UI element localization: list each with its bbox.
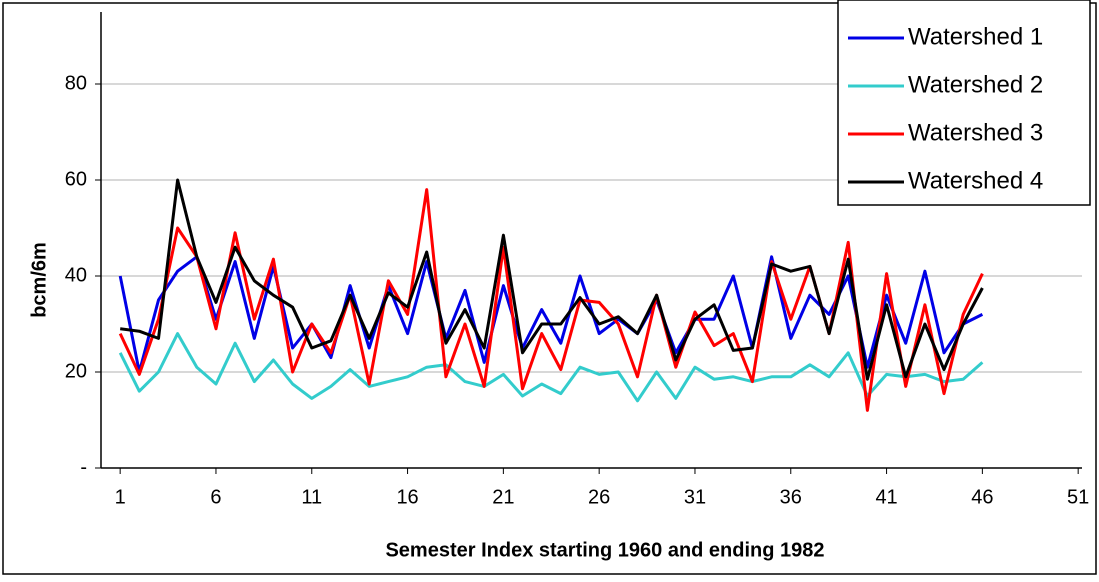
y-tick-label: 40 [65, 264, 87, 286]
legend-box [837, 0, 1091, 206]
x-tick-label: 51 [1067, 486, 1089, 508]
legend-label: Watershed 4 [908, 167, 1043, 194]
x-tick-label: 21 [492, 486, 514, 508]
x-tick-label: 31 [684, 486, 706, 508]
y-axis-label: bcm/6m [28, 242, 50, 318]
series-line [118, 332, 984, 403]
x-tick-label: 46 [971, 486, 993, 508]
y-tick-label: - [80, 456, 87, 478]
y-tick-label: 80 [65, 72, 87, 94]
x-tick-label: 11 [301, 486, 322, 508]
legend-label: Watershed 2 [908, 71, 1043, 98]
x-tick-label: 1 [115, 486, 126, 508]
x-tick-label: 41 [875, 486, 897, 508]
x-tick-label: 16 [396, 486, 418, 508]
legend-label: Watershed 3 [908, 119, 1043, 146]
x-tick-label: 36 [780, 486, 802, 508]
y-tick-label: 20 [65, 360, 87, 382]
legend-label: Watershed 1 [908, 23, 1043, 50]
x-axis-label: Semester Index starting 1960 and ending … [385, 539, 824, 561]
x-tick-label: 6 [210, 486, 221, 508]
x-tick-label: 26 [588, 486, 610, 508]
series-line [120, 178, 984, 381]
y-tick-label: 60 [65, 168, 87, 190]
